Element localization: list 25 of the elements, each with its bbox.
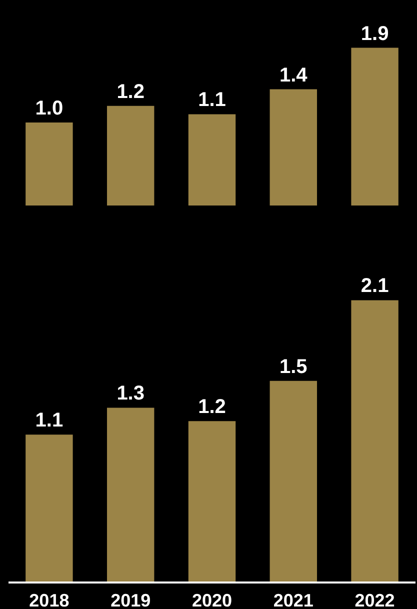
data-label: 1.5 bbox=[280, 356, 308, 378]
bar bbox=[26, 122, 73, 206]
x-tick-label: 2020 bbox=[192, 590, 232, 609]
bar bbox=[188, 114, 236, 206]
data-label: 1.4 bbox=[280, 64, 308, 86]
bar bbox=[351, 48, 398, 206]
bar bbox=[26, 434, 73, 582]
bar bbox=[188, 421, 236, 582]
x-tick-label: 2019 bbox=[110, 590, 151, 609]
bar bbox=[106, 408, 154, 582]
bar bbox=[351, 300, 398, 582]
data-label: 1.2 bbox=[198, 396, 226, 418]
data-label: 1.1 bbox=[198, 89, 226, 112]
data-label: 2.1 bbox=[360, 275, 389, 298]
data-label: 1.1 bbox=[35, 410, 64, 432]
bar bbox=[270, 380, 318, 582]
data-label: 1.0 bbox=[35, 98, 64, 120]
data-label: 1.3 bbox=[116, 382, 145, 405]
x-tick-label: 2021 bbox=[273, 590, 314, 609]
data-label: 1.9 bbox=[360, 22, 389, 45]
x-tick-label: 2018 bbox=[29, 590, 70, 609]
bar bbox=[270, 89, 318, 206]
x-tick-label: 2022 bbox=[354, 590, 395, 609]
bar bbox=[106, 106, 154, 206]
data-label: 1.2 bbox=[116, 80, 145, 103]
